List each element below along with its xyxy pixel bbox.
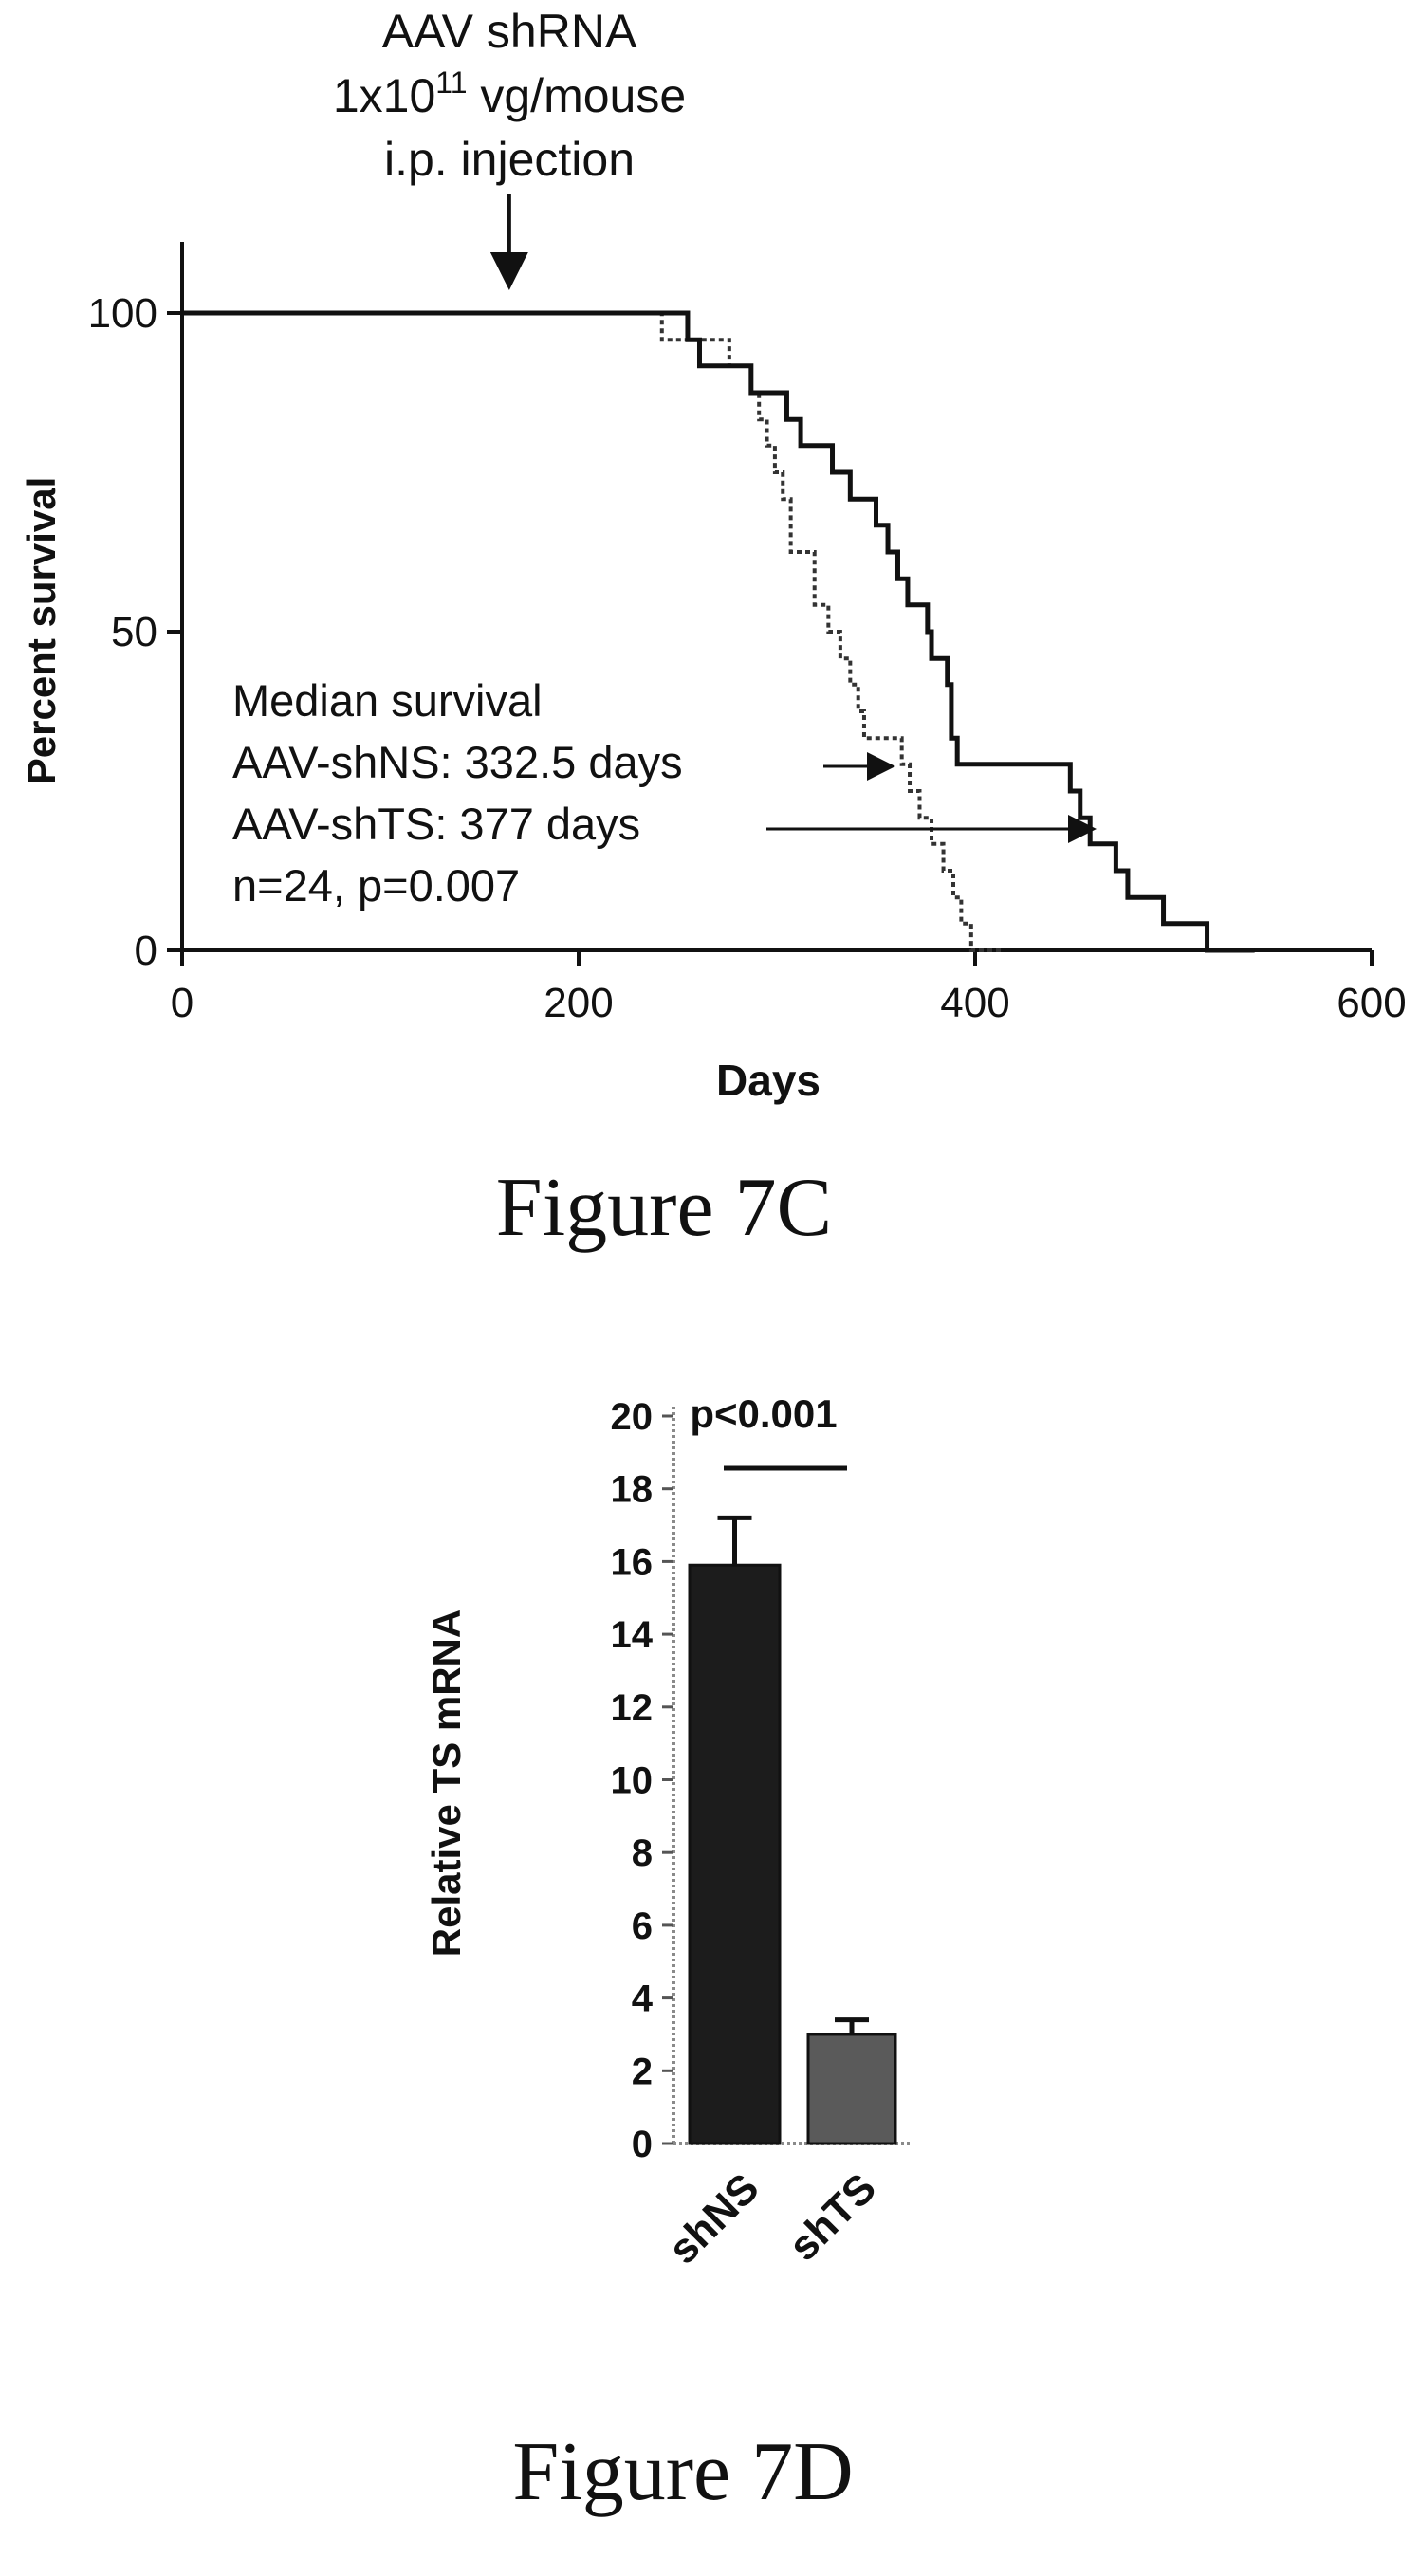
- x-tick-label: 400: [940, 980, 1009, 1026]
- bar-y-tick-label: 8: [632, 1832, 653, 1874]
- injection-annotation-line2: 1x1011 vg/mouse: [333, 65, 686, 122]
- y-tick-label: 100: [88, 290, 157, 337]
- bar-y-axis-label: Relative TS mRNA: [424, 1610, 469, 1957]
- bar-y-tick-label: 20: [611, 1396, 654, 1438]
- injection-annotation-line3: i.p. injection: [384, 133, 635, 186]
- bar-y-tick-label: 0: [632, 2124, 653, 2165]
- x-tick-label: 600: [1337, 980, 1406, 1026]
- bar-y-tick-label: 16: [611, 1541, 654, 1583]
- bar-y-tick-label: 18: [611, 1469, 654, 1511]
- figure-7c-caption: Figure 7C: [496, 1162, 832, 1254]
- bar-y-tick-label: 14: [611, 1614, 654, 1656]
- survival-curve-shTS: [182, 310, 1255, 953]
- category-label-shNS: shNS: [659, 2164, 767, 2272]
- injection-annotation-line1: AAV shRNA: [382, 5, 637, 58]
- bar-y-tick-label: 10: [611, 1760, 654, 1802]
- y-tick-label: 0: [135, 928, 157, 974]
- y-tick-label: 50: [111, 609, 157, 655]
- survival-chart: AAV shRNA 1x1011 vg/mouse i.p. injection…: [19, 5, 1407, 1254]
- x-tick-label: 200: [544, 980, 613, 1026]
- bar-y-tick-label: 12: [611, 1687, 654, 1729]
- bar-y-tick-label: 2: [632, 2051, 653, 2092]
- median-survival-shNS: AAV-shNS: 332.5 days: [232, 737, 683, 787]
- median-survival-heading: Median survival: [232, 675, 543, 726]
- x-axis-label: Days: [716, 1056, 821, 1105]
- bar-shNS: [688, 1563, 782, 2145]
- median-survival-shTS: AAV-shTS: 377 days: [232, 799, 640, 849]
- survival-curve-shNS: [182, 311, 1004, 952]
- ts-mrna-bar-chart: 0 2 4 6 8 10 12 14 16 18 20 shNS shTS p<0.001 Relat…: [424, 1391, 911, 2518]
- y-axis-label: Percent survival: [19, 477, 64, 785]
- category-label-shTS: shTS: [780, 2164, 885, 2270]
- x-tick-label: 0: [171, 980, 194, 1026]
- figure-7d-caption: Figure 7D: [512, 2426, 853, 2518]
- bar-y-tick-label: 6: [632, 1905, 653, 1947]
- significance-label: p<0.001: [690, 1391, 837, 1436]
- bar-shTS: [806, 2033, 897, 2145]
- bar-y-tick-label: 4: [632, 1978, 654, 2020]
- sample-size-pvalue: n=24, p=0.007: [232, 860, 520, 911]
